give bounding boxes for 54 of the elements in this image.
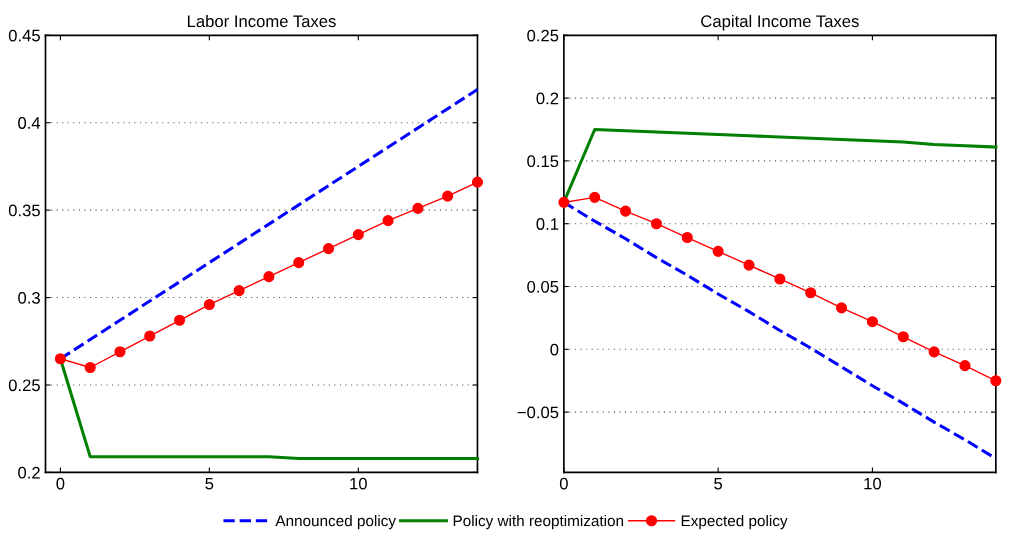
y-tick-label: 0.35 bbox=[8, 204, 40, 217]
y-tick-label: −0.05 bbox=[517, 406, 559, 419]
point bbox=[620, 205, 632, 217]
point bbox=[650, 218, 662, 230]
point bbox=[928, 346, 940, 358]
point bbox=[233, 285, 245, 297]
point bbox=[471, 176, 484, 188]
y-tick-label: 0.25 bbox=[8, 379, 40, 392]
legend-label: Expected policy bbox=[681, 515, 788, 530]
point bbox=[990, 375, 1002, 387]
point bbox=[774, 273, 786, 285]
y-tick-label: 0.15 bbox=[527, 155, 559, 168]
legend-label: Announced policy bbox=[275, 515, 396, 530]
point bbox=[805, 287, 817, 299]
chart-title: Labor Income Taxes bbox=[187, 14, 336, 28]
point bbox=[54, 353, 66, 365]
point bbox=[352, 229, 364, 241]
point bbox=[712, 245, 724, 257]
point bbox=[382, 215, 394, 227]
y-tick-label: 0.2 bbox=[536, 92, 559, 105]
x-tick-label: 0 bbox=[559, 477, 568, 490]
point bbox=[589, 191, 601, 203]
legend-label: Policy with reoptimization bbox=[453, 515, 624, 530]
point bbox=[897, 331, 909, 343]
point bbox=[681, 231, 693, 244]
point bbox=[263, 271, 275, 283]
point bbox=[959, 360, 971, 372]
point bbox=[866, 316, 878, 328]
y-tick-label: 0.45 bbox=[8, 29, 40, 42]
point bbox=[293, 257, 305, 269]
x-tick-label: 10 bbox=[350, 477, 367, 490]
y-tick-label: 0.1 bbox=[536, 218, 559, 230]
x-tick-label: 10 bbox=[864, 477, 882, 490]
point bbox=[836, 302, 848, 314]
chart-title: Capital Income Taxes bbox=[701, 14, 859, 31]
point bbox=[114, 346, 126, 358]
point bbox=[173, 314, 186, 326]
y-tick-label: 0.2 bbox=[18, 466, 40, 479]
y-tick-label: 0.4 bbox=[18, 117, 41, 129]
x-tick-label: 5 bbox=[714, 477, 723, 490]
point bbox=[412, 202, 424, 214]
x-tick-label: 5 bbox=[205, 477, 214, 490]
point bbox=[442, 190, 454, 202]
y-tick-label: 0 bbox=[550, 343, 559, 356]
y-tick-label: 0.25 bbox=[527, 29, 559, 42]
point bbox=[84, 361, 96, 374]
point bbox=[743, 259, 755, 271]
point bbox=[558, 196, 570, 208]
point bbox=[322, 243, 335, 255]
x-tick-label: 0 bbox=[56, 477, 65, 490]
point bbox=[144, 330, 156, 342]
y-tick-label: 0.05 bbox=[527, 280, 559, 293]
y-tick-label: 0.3 bbox=[18, 291, 40, 304]
point bbox=[203, 299, 215, 311]
